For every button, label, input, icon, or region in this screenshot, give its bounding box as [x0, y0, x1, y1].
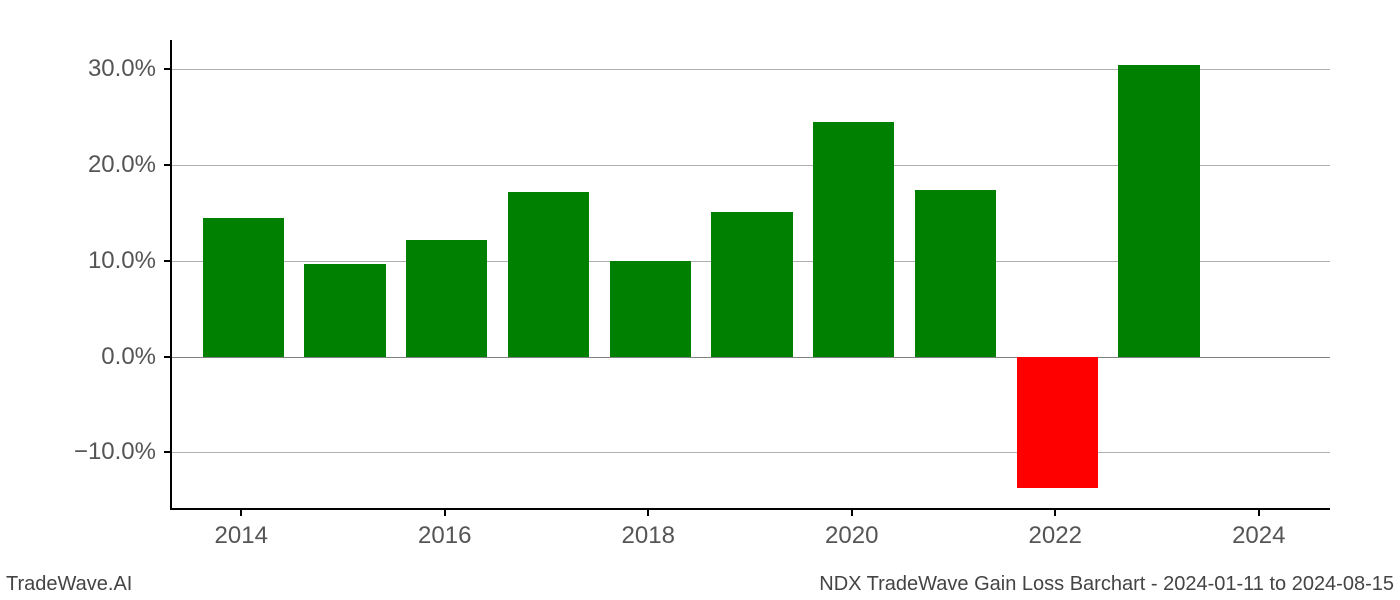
bar	[508, 192, 589, 357]
bar	[203, 218, 284, 356]
plot-area	[170, 40, 1330, 510]
x-tick-mark	[444, 510, 446, 516]
x-tick-label: 2014	[215, 522, 268, 550]
bar	[813, 122, 894, 357]
y-tick-mark	[164, 164, 170, 166]
bar	[406, 240, 487, 356]
x-tick-mark	[1258, 510, 1260, 516]
bar	[1017, 357, 1098, 488]
y-tick-label: 0.0%	[101, 343, 156, 371]
x-tick-label: 2018	[622, 522, 675, 550]
x-tick-mark	[240, 510, 242, 516]
bar	[1118, 65, 1199, 357]
x-tick-label: 2020	[825, 522, 878, 550]
y-tick-label: 30.0%	[88, 55, 156, 83]
y-tick-label: 20.0%	[88, 151, 156, 179]
bar	[304, 264, 385, 356]
y-tick-mark	[164, 451, 170, 453]
x-tick-mark	[647, 510, 649, 516]
y-tick-mark	[164, 356, 170, 358]
y-tick-label: 10.0%	[88, 247, 156, 275]
bar	[915, 190, 996, 357]
bar	[711, 212, 792, 357]
x-tick-label: 2016	[418, 522, 471, 550]
bars-layer	[172, 40, 1330, 508]
y-tick-mark	[164, 68, 170, 70]
bar	[610, 261, 691, 357]
footer-caption: NDX TradeWave Gain Loss Barchart - 2024-…	[819, 573, 1394, 596]
x-axis-labels: 2014 2016 2018 2020 2022 2024	[170, 522, 1330, 562]
x-tick-label: 2024	[1232, 522, 1285, 550]
x-tick-label: 2022	[1029, 522, 1082, 550]
x-tick-mark	[851, 510, 853, 516]
footer-brand: TradeWave.AI	[6, 573, 132, 596]
gain-loss-barchart: −10.0%0.0%10.0%20.0%30.0% 20142016201820…	[0, 0, 1400, 600]
y-tick-mark	[164, 260, 170, 262]
x-tick-mark	[1054, 510, 1056, 516]
y-tick-label: −10.0%	[74, 438, 156, 466]
y-axis-labels: −10.0% 0.0% 10.0% 20.0% 30.0%	[0, 40, 156, 510]
